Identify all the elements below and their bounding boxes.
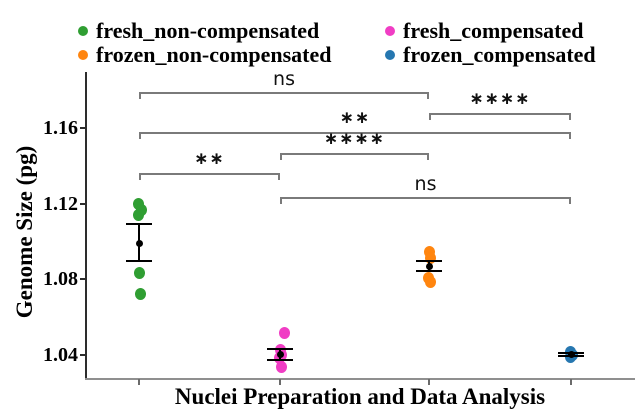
- error-bar-top-cap: [126, 223, 152, 226]
- significance-bracket-line: [280, 197, 571, 200]
- error-bar-bottom-cap: [267, 359, 293, 362]
- green-dot-icon: [78, 26, 88, 36]
- significance-bracket-end: [427, 92, 429, 100]
- x-axis-line: [85, 378, 635, 380]
- y-tick-label: 1.16: [43, 117, 78, 139]
- error-bar-bottom-cap: [126, 260, 152, 263]
- data-point: [424, 276, 436, 289]
- data-point: [132, 209, 144, 222]
- y-tick-mark: [80, 354, 86, 356]
- significance-label: ∗∗∗∗: [324, 128, 385, 149]
- y-tick-label: 1.12: [43, 192, 78, 215]
- mean-point: [567, 350, 575, 358]
- significance-label: ∗∗: [339, 107, 371, 128]
- significance-bracket-end: [569, 112, 571, 120]
- y-tick-label: 1.04: [43, 344, 78, 366]
- legend-item: frozen_compensated: [385, 43, 596, 67]
- data-point: [133, 266, 145, 279]
- mean-point: [276, 351, 284, 359]
- x-tick-mark: [570, 379, 572, 385]
- significance-bracket-line: [139, 92, 429, 95]
- significance-bracket-end: [569, 131, 571, 139]
- mean-point: [135, 239, 143, 247]
- data-point: [134, 288, 146, 301]
- y-tick-mark: [80, 278, 86, 281]
- significance-label: ns: [273, 68, 295, 91]
- x-tick-mark: [428, 379, 430, 385]
- legend-item: fresh_compensated: [385, 19, 596, 43]
- significance-bracket-line: [429, 112, 571, 115]
- y-tick-mark: [80, 202, 86, 205]
- significance-bracket-end: [427, 152, 429, 160]
- x-tick-mark: [138, 379, 140, 385]
- y-tick-mark: [80, 127, 86, 129]
- mean-point: [425, 262, 433, 270]
- significance-bracket-end: [429, 112, 431, 120]
- significance-bracket-end: [139, 131, 141, 139]
- y-axis-title: Genome Size (pg): [12, 145, 37, 319]
- legend-item: frozen_non-compensated: [78, 43, 385, 67]
- legend-item: fresh_non-compensated: [78, 19, 385, 43]
- significance-label: ∗∗: [194, 149, 225, 170]
- significance-bracket-line: [139, 131, 571, 134]
- data-point: [424, 251, 436, 264]
- legend: fresh_non-compensated fresh_compensated fr…: [78, 19, 596, 67]
- significance-bracket-line: [139, 173, 280, 176]
- legend-label: fresh_compensated: [403, 18, 584, 43]
- significance-bracket-end: [278, 173, 280, 181]
- significance-bracket-end: [280, 197, 282, 205]
- blue-dot-icon: [385, 50, 395, 60]
- y-axis-line: [85, 72, 87, 380]
- legend-label: frozen_non-compensated: [96, 42, 332, 67]
- data-point: [278, 327, 290, 340]
- significance-bracket-end: [139, 173, 141, 181]
- x-tick-mark: [279, 379, 281, 385]
- magenta-dot-icon: [385, 26, 395, 36]
- x-axis-title: Nuclei Preparation and Data Analysis: [174, 384, 546, 409]
- significance-bracket-end: [280, 152, 282, 160]
- error-bar-top-cap: [416, 260, 442, 263]
- data-point: [275, 361, 287, 374]
- data-point: [132, 197, 144, 210]
- error-bar-top-cap: [267, 347, 293, 350]
- significance-label: ns: [414, 173, 437, 196]
- legend-label: fresh_non-compensated: [96, 18, 320, 43]
- significance-bracket-end: [139, 92, 141, 100]
- y-tick-label: 1.08: [43, 268, 78, 291]
- legend-label: frozen_compensated: [403, 42, 596, 67]
- significance-bracket-line: [280, 152, 429, 155]
- significance-label: ∗∗∗∗: [469, 88, 531, 109]
- error-bar-bottom-cap: [416, 270, 442, 273]
- significance-bracket-end: [569, 197, 571, 205]
- orange-dot-icon: [78, 50, 88, 60]
